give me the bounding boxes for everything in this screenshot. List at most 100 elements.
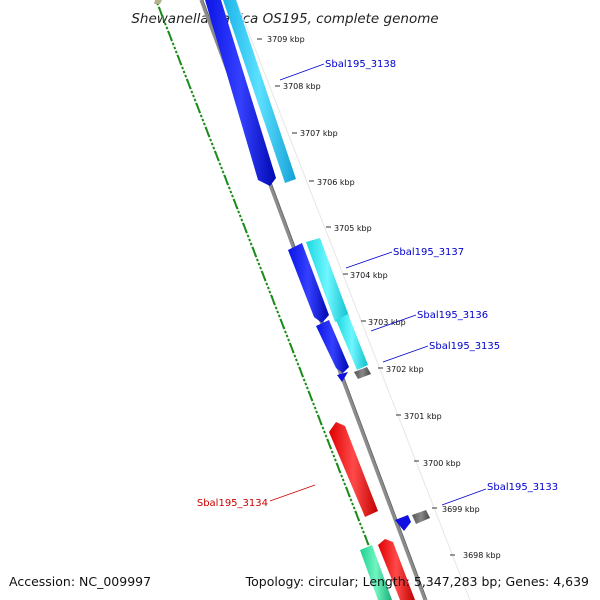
gc-track-tick	[190, 90, 194, 94]
gc-track-tick	[338, 470, 342, 474]
gc-track-tick	[317, 415, 323, 425]
gc-track-tick	[279, 319, 285, 329]
gc-track-tick	[223, 175, 229, 185]
gc-track-tick	[349, 498, 353, 502]
gc-track-tick	[276, 310, 280, 314]
gc-track-tick	[332, 454, 336, 458]
gene-feature[interactable]	[336, 314, 368, 370]
gc-track-tick	[227, 186, 231, 190]
gc-track-tick	[329, 446, 333, 450]
gene-label-sbal195-3137[interactable]: Sbal195_3137	[393, 247, 464, 258]
gc-track-tick	[162, 18, 166, 22]
gene-feature[interactable]	[205, 0, 276, 186]
scale-track: 3709 kbp 3708 kbp 3707 kbp 3706 kbp 3705…	[257, 35, 501, 560]
gc-track-tick	[277, 314, 281, 318]
gc-track-tick	[265, 282, 269, 286]
gc-track-tick	[315, 410, 319, 414]
gene-label-sbal195-3138[interactable]: Sbal195_3138	[325, 59, 396, 70]
gene-feature[interactable]	[412, 510, 430, 524]
gc-track-tick	[323, 430, 326, 434]
gc-track-tick	[221, 170, 225, 174]
gene-feature[interactable]	[354, 367, 371, 379]
gene-feature[interactable]	[223, 0, 296, 183]
gene-feature[interactable]	[288, 243, 329, 323]
gc-track-tick	[167, 31, 173, 41]
gc-track-tick	[184, 74, 188, 78]
gc-track-tick	[268, 290, 272, 294]
scale-tick-label: 3707 kbp	[300, 129, 338, 138]
label-leader-line	[441, 488, 487, 506]
gc-track-tick	[201, 118, 205, 122]
gene-feature[interactable]	[329, 422, 378, 517]
gc-track-tick	[305, 386, 309, 390]
gene-feature[interactable]	[337, 372, 348, 382]
label-leader-line	[382, 345, 429, 363]
gc-track-tick	[173, 46, 177, 50]
gene-label-sbal195-3134[interactable]: Sbal195_3134	[197, 498, 268, 509]
gc-track-tick	[273, 302, 276, 306]
accession-label: Accession: NC_009997	[9, 574, 152, 589]
scale-tick-label: 3699 kbp	[442, 505, 480, 514]
gene-feature[interactable]	[378, 539, 415, 600]
scale-tick-label: 3702 kbp	[386, 365, 424, 374]
gene-feature[interactable]	[154, 0, 162, 4]
gc-track-tick	[179, 62, 183, 66]
gc-track-tick	[266, 286, 270, 290]
gc-track-tick	[270, 295, 276, 305]
feature-track	[154, 0, 430, 600]
gc-track-tick	[204, 127, 210, 137]
gc-track-tick	[284, 330, 287, 334]
scale-tick-label: 3703 kbp	[368, 318, 406, 327]
gc-track-tick	[304, 382, 308, 386]
label-leader-line	[370, 314, 417, 332]
gc-track-tick	[246, 234, 250, 238]
gc-track-tick	[354, 511, 360, 521]
gc-track-tick	[357, 518, 361, 522]
gc-track-tick	[293, 354, 297, 358]
scale-tick-label: 3709 kbp	[267, 35, 305, 44]
gc-track-tick	[336, 463, 341, 473]
gc-track-tick	[237, 210, 241, 214]
gc-track-tick	[291, 350, 295, 354]
gc-track-tick	[199, 114, 203, 118]
scale-tick-label: 3698 kbp	[463, 551, 501, 560]
gc-track-tick	[330, 450, 334, 454]
gc-track-tick	[209, 138, 212, 142]
scale-tick-label: 3706 kbp	[317, 178, 355, 187]
label-leader-line	[269, 484, 316, 502]
gc-track-tick	[238, 214, 242, 218]
gc-track-tick	[366, 542, 370, 546]
gc-track-tick	[195, 103, 201, 113]
scale-tick-label: 3708 kbp	[283, 82, 321, 91]
label-leader-line	[345, 251, 393, 269]
gene-feature[interactable]	[306, 238, 349, 322]
gc-track-tick	[310, 398, 314, 402]
gc-track-tick	[192, 94, 195, 98]
gc-track-tick	[348, 494, 351, 498]
gc-track-tick	[254, 254, 258, 258]
gc-track-tick	[170, 38, 173, 42]
scale-tick-label: 3705 kbp	[334, 224, 372, 233]
gc-track-tick	[248, 238, 251, 242]
gc-track-tick	[360, 526, 364, 530]
gc-track-tick	[302, 378, 306, 382]
gc-track-tick	[217, 158, 220, 162]
gc-track-tick	[249, 242, 253, 246]
gene-feature[interactable]	[360, 545, 392, 600]
gc-track-tick	[274, 306, 278, 310]
gc-content-track	[154, 0, 392, 600]
gc-track-tick	[218, 162, 222, 166]
gc-track-tick	[193, 98, 197, 102]
gc-track-tick	[358, 522, 362, 526]
gc-track-tick	[340, 474, 344, 478]
scale-tick-label: 3700 kbp	[423, 459, 461, 468]
gc-track-tick	[257, 262, 261, 266]
gene-label-sbal195-3135[interactable]: Sbal195_3135	[429, 341, 500, 352]
gc-track-tick	[351, 502, 354, 506]
gene-feature[interactable]	[316, 320, 349, 373]
gene-feature[interactable]	[395, 515, 411, 531]
gene-label-sbal195-3133[interactable]: Sbal195_3133	[487, 482, 558, 493]
gc-track-tick	[165, 26, 169, 30]
gc-track-tick	[261, 271, 267, 281]
gene-label-sbal195-3136[interactable]: Sbal195_3136	[417, 310, 488, 321]
